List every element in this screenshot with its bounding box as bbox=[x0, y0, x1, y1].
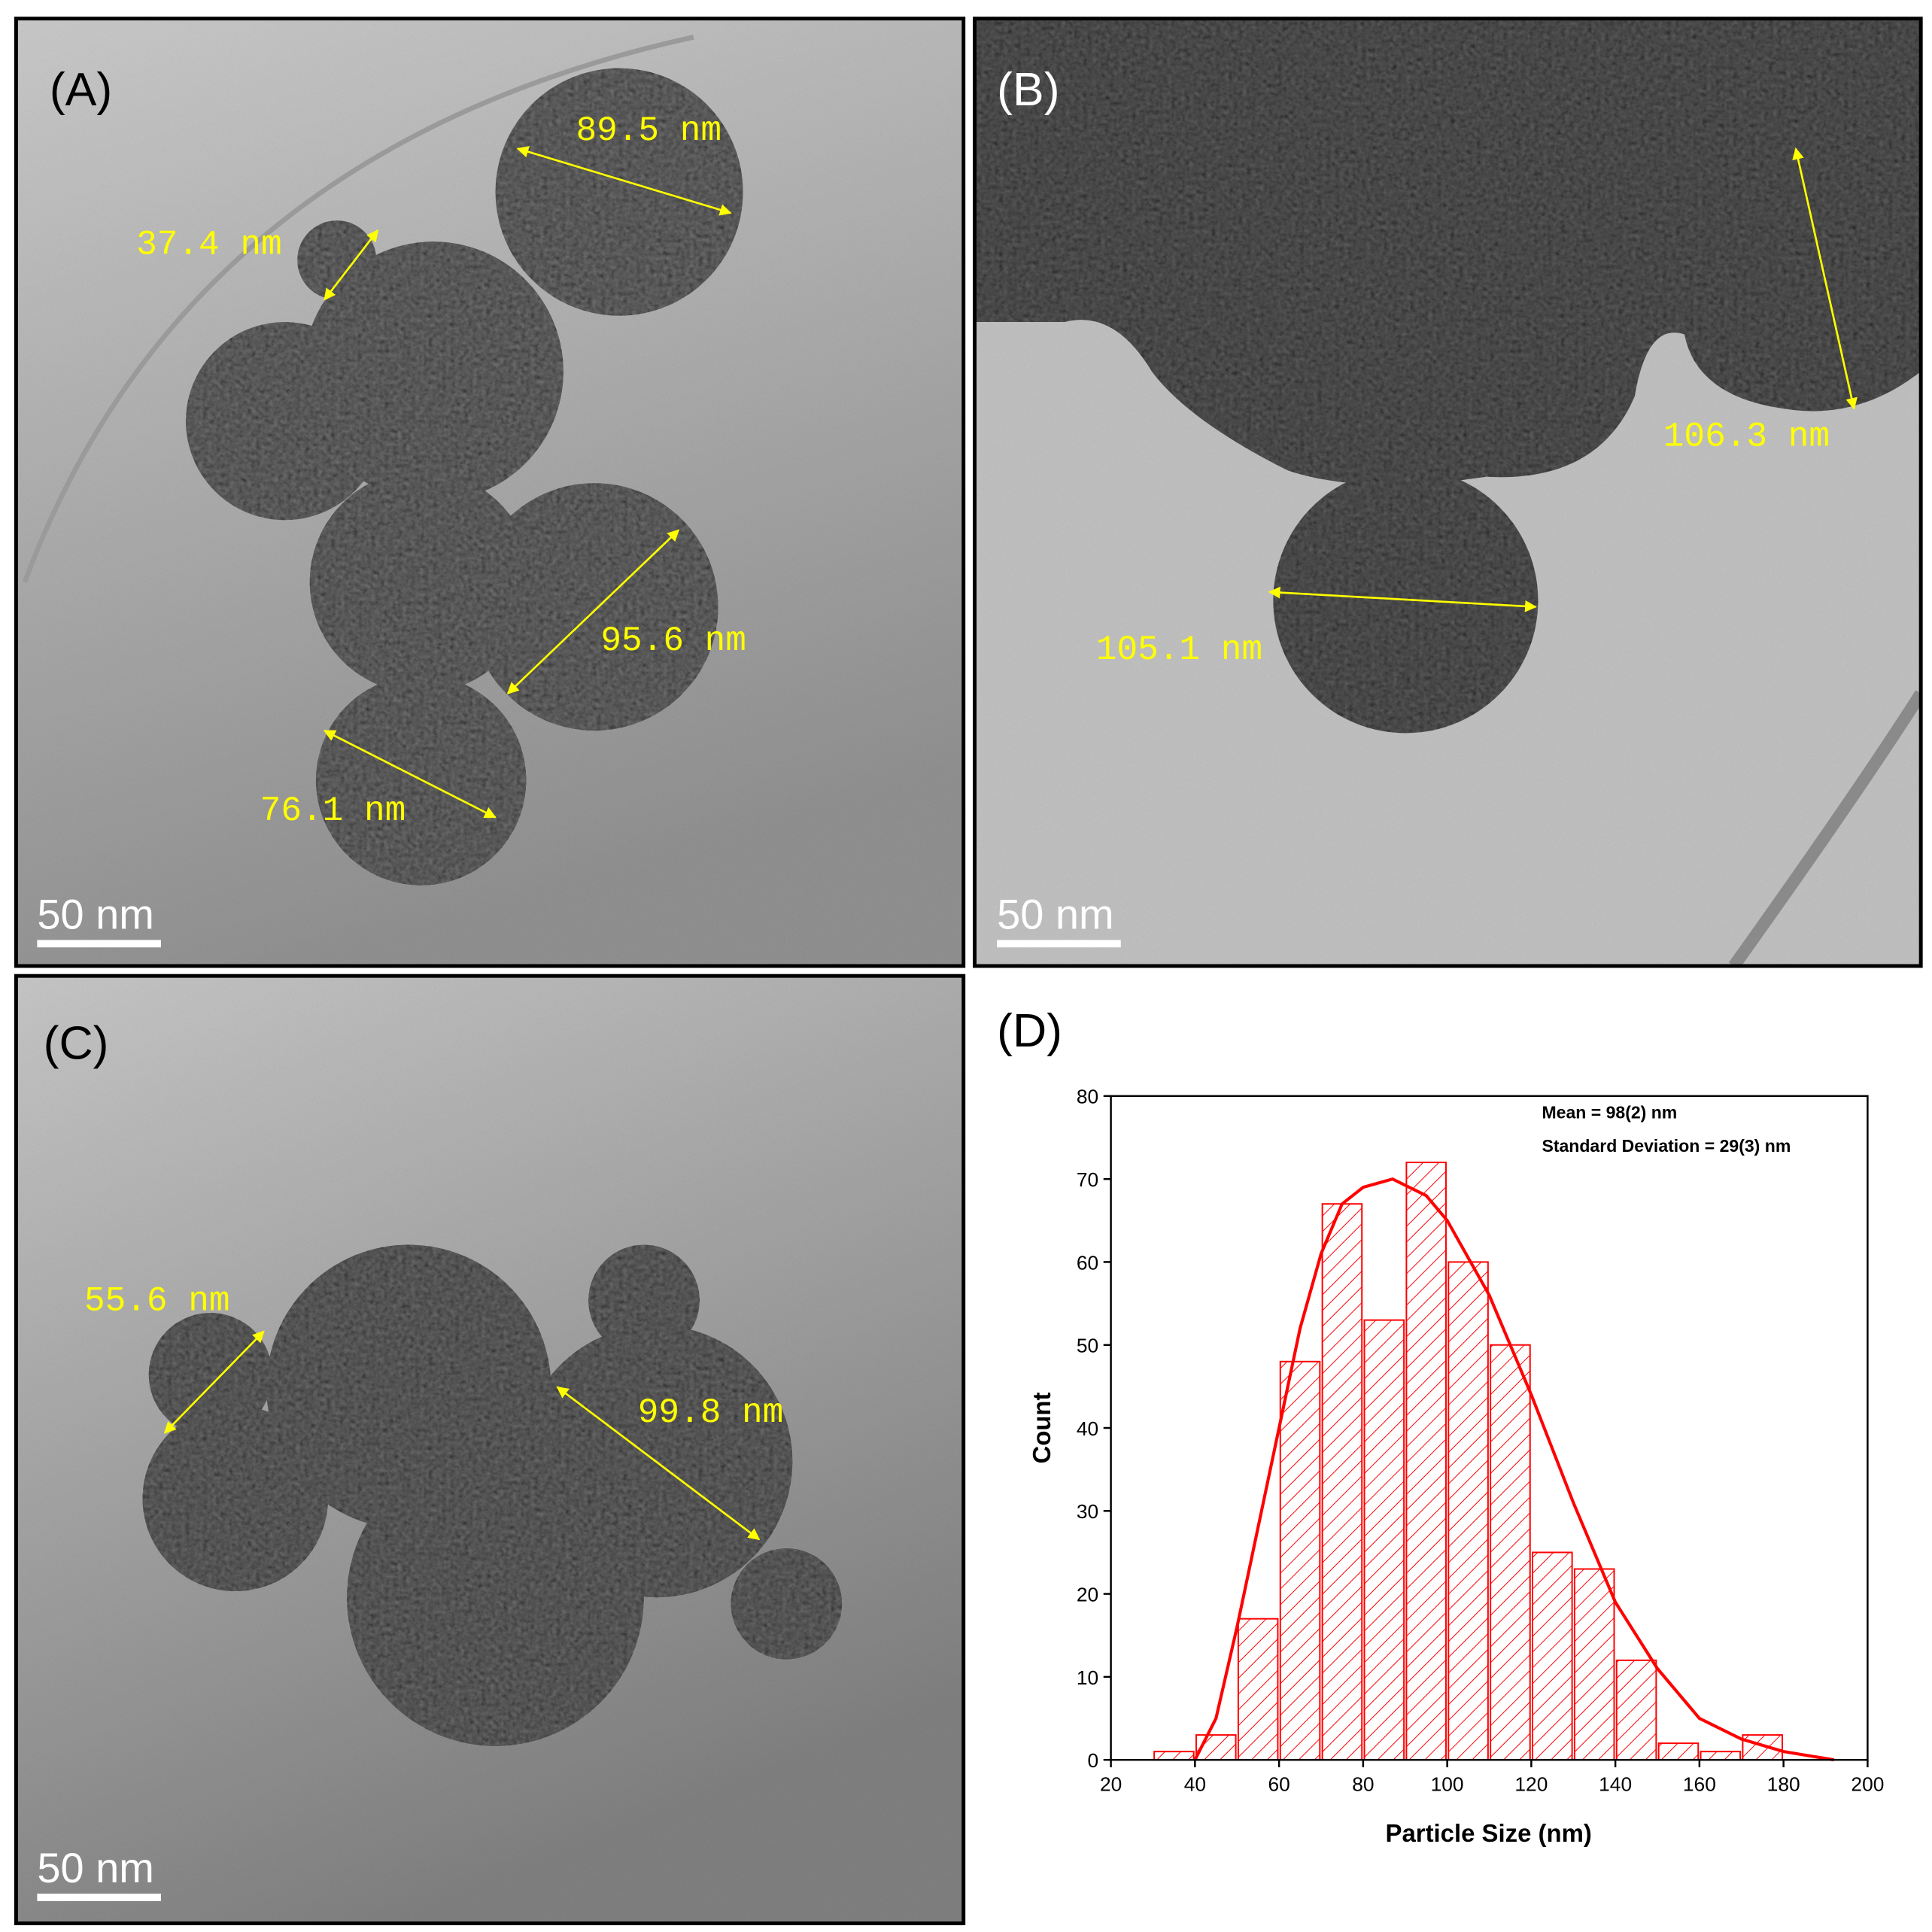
measure-arrow bbox=[516, 146, 732, 216]
panel-a: (A) 89.5 nm 37.4 nm 95.6 nm 76.1 nm 50 n… bbox=[16, 18, 964, 966]
histogram-bar bbox=[1700, 1751, 1742, 1761]
measure-arrow bbox=[1792, 147, 1858, 410]
panel-c: (C) 55.6 nm 99.8 nm 50 nm bbox=[16, 976, 964, 1924]
x-tick-label: 160 bbox=[1683, 1773, 1716, 1795]
panel-d: (D) Particle Size (nm) Count Mean = 98(2… bbox=[997, 1004, 1884, 1847]
histogram-bar bbox=[1490, 1344, 1531, 1761]
x-tick-label: 60 bbox=[1268, 1773, 1290, 1795]
measure-arrow bbox=[163, 1330, 265, 1434]
y-tick-label: 10 bbox=[1077, 1666, 1098, 1689]
x-tick-label: 40 bbox=[1184, 1773, 1206, 1795]
measure-arrow bbox=[506, 529, 680, 694]
x-tick-label: 100 bbox=[1431, 1773, 1464, 1795]
size-label: 89.5 nm bbox=[576, 111, 721, 150]
histogram-bar bbox=[1279, 1360, 1321, 1761]
histogram-bar bbox=[1363, 1319, 1405, 1761]
plot-frame bbox=[1110, 1095, 1869, 1761]
x-tick-label: 120 bbox=[1514, 1773, 1548, 1795]
x-tick-label: 200 bbox=[1851, 1773, 1884, 1795]
histogram-bar bbox=[1153, 1751, 1195, 1761]
film-edge bbox=[1728, 690, 1921, 966]
measure-arrow bbox=[556, 1386, 761, 1541]
y-tick-label: 40 bbox=[1077, 1417, 1098, 1440]
measure-arrow bbox=[323, 730, 497, 819]
y-tick-label: 30 bbox=[1077, 1500, 1098, 1523]
histogram-bar bbox=[1447, 1261, 1489, 1761]
measure-arrow bbox=[1268, 586, 1537, 612]
histogram-bar bbox=[1405, 1162, 1447, 1761]
size-label: 105.1 nm bbox=[1096, 630, 1262, 670]
scale-bar-label: 50 nm bbox=[37, 1844, 154, 1891]
panel-frame bbox=[14, 17, 966, 968]
scale-bar-label: 50 nm bbox=[37, 891, 154, 938]
size-label: 55.6 nm bbox=[84, 1282, 230, 1321]
y-tick-label: 60 bbox=[1077, 1251, 1098, 1274]
x-tick-label: 140 bbox=[1599, 1773, 1632, 1795]
y-tick-label: 20 bbox=[1077, 1583, 1098, 1605]
y-tick-label: 80 bbox=[1077, 1086, 1098, 1108]
y-tick-label: 0 bbox=[1087, 1749, 1098, 1772]
y-axis-label: Count bbox=[1028, 1392, 1056, 1463]
panel-b: (B) 106.3 nm 105.1 nm 50 nm bbox=[974, 18, 1921, 966]
stat-annotation: Standard Deviation = 29(3) nm bbox=[1542, 1136, 1791, 1156]
x-tick-label: 80 bbox=[1352, 1773, 1374, 1795]
histogram-bar bbox=[1742, 1734, 1783, 1761]
size-label: 106.3 nm bbox=[1663, 418, 1830, 457]
film-edge bbox=[22, 35, 694, 583]
histogram-bar bbox=[1573, 1568, 1615, 1761]
panel-label: (A) bbox=[50, 63, 112, 116]
histogram-bar bbox=[1321, 1203, 1363, 1761]
stat-annotation: Mean = 98(2) nm bbox=[1542, 1102, 1677, 1122]
panel-frame bbox=[973, 17, 1923, 968]
size-label: 76.1 nm bbox=[260, 791, 406, 831]
size-label: 99.8 nm bbox=[638, 1393, 784, 1432]
x-tick-label: 20 bbox=[1100, 1773, 1122, 1795]
panel-label: (B) bbox=[997, 63, 1059, 116]
x-axis-label: Particle Size (nm) bbox=[1386, 1819, 1592, 1847]
panel-label: (D) bbox=[997, 1004, 1062, 1057]
fit-curve bbox=[1193, 1177, 1835, 1762]
histogram-bar bbox=[1532, 1551, 1573, 1761]
y-tick-label: 50 bbox=[1077, 1335, 1098, 1357]
y-tick-label: 70 bbox=[1077, 1168, 1098, 1191]
panel-label: (C) bbox=[44, 1016, 109, 1069]
size-label: 95.6 nm bbox=[600, 621, 746, 661]
size-label: 37.4 nm bbox=[136, 225, 282, 264]
panel-frame bbox=[14, 974, 966, 1925]
histogram-bar bbox=[1237, 1618, 1279, 1761]
histogram-bar bbox=[1615, 1659, 1657, 1761]
scale-bar-label: 50 nm bbox=[997, 891, 1114, 938]
histogram-bar bbox=[1657, 1742, 1700, 1761]
x-tick-label: 180 bbox=[1767, 1773, 1800, 1795]
measure-arrow bbox=[324, 229, 379, 301]
